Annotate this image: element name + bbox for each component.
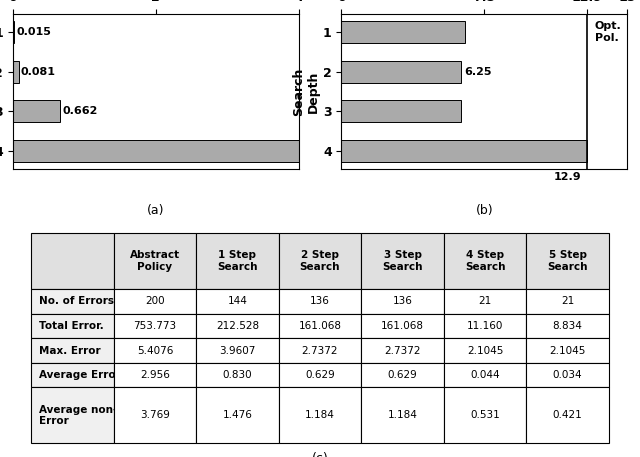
Bar: [341, 61, 461, 83]
Text: 0.662: 0.662: [62, 106, 98, 117]
Text: (a): (a): [147, 203, 164, 217]
Bar: [13, 61, 19, 83]
Bar: [341, 140, 587, 162]
Text: 0.015: 0.015: [16, 27, 51, 37]
Text: 6.25: 6.25: [464, 67, 492, 77]
Text: 5.111: 5.111: [380, 146, 415, 156]
Bar: [13, 101, 60, 122]
Bar: [13, 140, 378, 162]
Bar: [341, 21, 465, 43]
Bar: [341, 101, 461, 122]
Text: 12.9: 12.9: [554, 172, 582, 182]
Text: (c): (c): [312, 452, 328, 457]
Text: 0.081: 0.081: [20, 67, 56, 77]
Text: Opt.
Pol.: Opt. Pol.: [595, 21, 621, 43]
Y-axis label: Search
Depth: Search Depth: [292, 67, 320, 116]
Text: (b): (b): [476, 203, 493, 217]
Bar: [13, 21, 14, 43]
